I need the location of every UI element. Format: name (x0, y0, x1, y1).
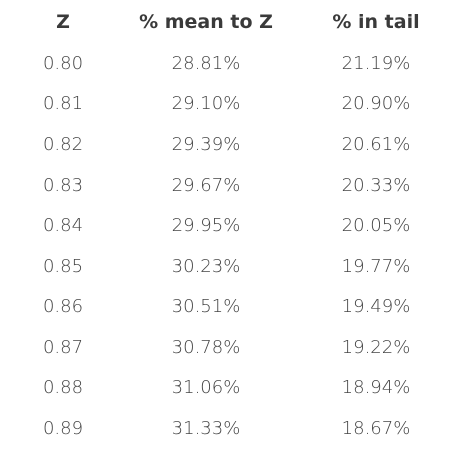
in-tail-cell: 20.61% (341, 134, 411, 155)
in-tail-cell: 19.49% (341, 296, 411, 317)
mean-to-z-cell: 31.33% (171, 418, 241, 439)
in-tail-cell: 18.94% (341, 377, 411, 398)
mean-to-z-cell: 30.78% (171, 337, 241, 358)
mean-to-z-cell: 30.23% (171, 256, 241, 277)
in-tail-cell: 21.19% (341, 53, 411, 74)
z-value-cell: 0.84 (42, 215, 84, 236)
in-tail-cell: 19.22% (341, 337, 411, 358)
table-row: 0.86 30.51% 19.49% (0, 287, 462, 327)
in-tail-cell: 18.67% (341, 418, 411, 439)
header-mean-to-z: % mean to Z (139, 11, 273, 33)
table-row: 0.84 29.95% 20.05% (0, 206, 462, 246)
table-header-row: Z % mean to Z % in tail (0, 2, 462, 42)
z-value-cell: 0.89 (42, 418, 84, 439)
table-row: 0.89 31.33% 18.67% (0, 409, 462, 449)
table-row: 0.81 29.10% 20.90% (0, 84, 462, 124)
in-tail-cell: 20.90% (341, 93, 411, 114)
mean-to-z-cell: 29.95% (171, 215, 241, 236)
header-in-tail: % in tail (332, 11, 420, 33)
z-value-cell: 0.83 (42, 175, 84, 196)
mean-to-z-cell: 28.81% (171, 53, 241, 74)
header-z: Z (56, 11, 70, 33)
mean-to-z-cell: 30.51% (171, 296, 241, 317)
mean-to-z-cell: 29.10% (171, 93, 241, 114)
in-tail-cell: 20.33% (341, 175, 411, 196)
in-tail-cell: 20.05% (341, 215, 411, 236)
z-value-cell: 0.87 (42, 337, 84, 358)
table-row: 0.85 30.23% 19.77% (0, 247, 462, 287)
mean-to-z-cell: 29.39% (171, 134, 241, 155)
z-value-cell: 0.86 (42, 296, 84, 317)
z-value-cell: 0.88 (42, 377, 84, 398)
table-row: 0.80 28.81% 21.19% (0, 44, 462, 84)
z-value-cell: 0.80 (42, 53, 84, 74)
table-row: 0.82 29.39% 20.61% (0, 125, 462, 165)
table-row: 0.87 30.78% 19.22% (0, 328, 462, 368)
z-value-cell: 0.81 (42, 93, 84, 114)
z-value-cell: 0.85 (42, 256, 84, 277)
z-value-cell: 0.82 (42, 134, 84, 155)
table-row: 0.83 29.67% 20.33% (0, 166, 462, 206)
mean-to-z-cell: 31.06% (171, 377, 241, 398)
in-tail-cell: 19.77% (341, 256, 411, 277)
table-row: 0.88 31.06% 18.94% (0, 368, 462, 408)
mean-to-z-cell: 29.67% (171, 175, 241, 196)
